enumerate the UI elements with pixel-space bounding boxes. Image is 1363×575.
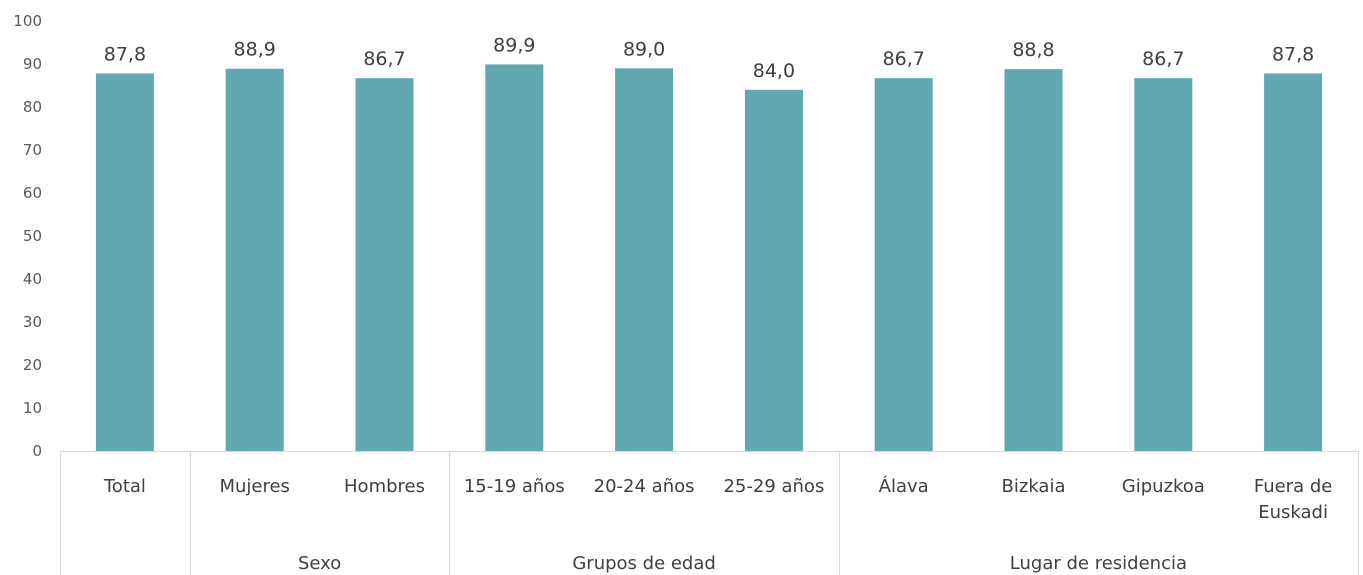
group-label: Sexo — [298, 553, 341, 574]
bar — [874, 78, 933, 451]
bar — [1004, 69, 1063, 451]
y-tick-label: 90 — [23, 55, 42, 73]
category-label: Total — [103, 476, 146, 497]
y-tick-label: 70 — [23, 141, 42, 159]
category-label: Euskadi — [1258, 502, 1328, 523]
y-tick-label: 60 — [23, 184, 42, 202]
bar — [355, 78, 414, 451]
y-tick-label: 100 — [13, 12, 42, 30]
y-tick-label: 30 — [23, 313, 42, 331]
data-label: 86,7 — [1142, 48, 1184, 70]
y-tick-label: 0 — [32, 442, 42, 460]
data-label: 89,9 — [493, 34, 535, 56]
category-label: Hombres — [344, 476, 425, 497]
category-label: 15-19 años — [464, 476, 565, 497]
category-label: 25-29 años — [723, 476, 824, 497]
category-label: Gipuzkoa — [1122, 476, 1205, 497]
data-label: 86,7 — [363, 48, 405, 70]
group-label: Lugar de residencia — [1010, 553, 1187, 574]
data-label: 89,0 — [623, 38, 665, 60]
data-label: 88,9 — [234, 39, 276, 61]
category-label: Mujeres — [219, 476, 289, 497]
category-label: Bizkaia — [1002, 476, 1066, 497]
bar — [615, 68, 674, 452]
y-tick-label: 40 — [23, 270, 42, 288]
bar — [225, 68, 284, 451]
data-label: 88,8 — [1012, 39, 1054, 61]
bar — [485, 64, 544, 452]
bars — [95, 64, 1323, 452]
category-label: 20-24 años — [594, 476, 695, 497]
y-tick-label: 20 — [23, 356, 42, 374]
data-label: 87,8 — [104, 43, 146, 65]
y-tick-label: 80 — [23, 98, 42, 116]
bar — [744, 89, 803, 452]
group-label: Grupos de edad — [572, 553, 715, 574]
data-label: 84,0 — [753, 60, 795, 82]
bar — [95, 73, 154, 452]
y-tick-label: 50 — [23, 227, 42, 245]
data-labels: 87,8 88,9 86,7 89,9 89,0 84,0 86,7 88,8 86,7 87,8 — [104, 34, 1315, 81]
y-axis: 0 10 20 30 40 50 60 70 80 90 100 — [13, 12, 42, 460]
category-label: Álava — [879, 475, 929, 497]
y-tick-label: 10 — [23, 399, 42, 417]
category-label: Fuera de — [1254, 476, 1333, 497]
data-label: 87,8 — [1272, 43, 1314, 65]
bar — [1134, 78, 1193, 451]
x-axis: Total Mujeres Hombres 15-19 años 20-24 años 2… — [60, 451, 1359, 575]
bar — [1264, 73, 1323, 452]
data-label: 86,7 — [883, 48, 925, 70]
